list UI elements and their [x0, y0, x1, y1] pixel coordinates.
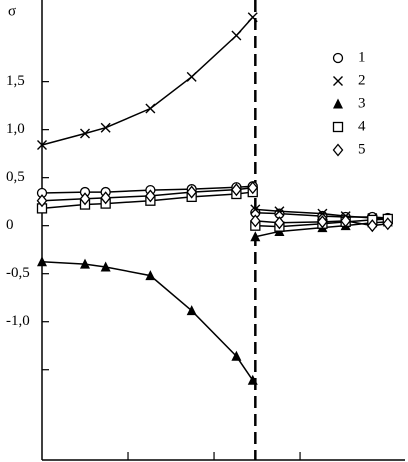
data-point [231, 30, 242, 41]
data-point [80, 258, 91, 269]
data-point [274, 206, 285, 217]
data-point [186, 305, 197, 316]
y-tick-label: 0,5 [6, 169, 25, 185]
data-point [145, 189, 156, 203]
data-point [100, 191, 111, 205]
series-line [41, 221, 388, 381]
y-tick-label: 1,0 [6, 121, 25, 137]
data-point [100, 261, 111, 272]
y-axis-label: σ [8, 3, 16, 19]
legend-label: 1 [358, 49, 366, 65]
legend-marker [332, 121, 344, 133]
y-tick-label: -0,5 [6, 265, 30, 281]
data-point [249, 214, 261, 228]
y-tick-label: 0 [6, 217, 14, 233]
legend-marker [332, 52, 344, 64]
data-point [186, 185, 198, 199]
legend-label: 3 [358, 95, 366, 111]
legend-label: 2 [358, 72, 366, 88]
data-point [231, 350, 242, 361]
legend-marker [333, 98, 343, 109]
legend-label: 4 [358, 118, 366, 134]
data-point [250, 231, 261, 242]
data-point [80, 128, 91, 139]
legend-marker [333, 76, 343, 86]
data-point [247, 181, 259, 195]
data-point [247, 12, 258, 23]
legend-label: 5 [358, 141, 366, 157]
data-point [37, 140, 47, 151]
data-point [274, 216, 285, 230]
data-point [382, 217, 394, 231]
series-line [41, 187, 388, 227]
data-point [37, 256, 47, 267]
data-point [186, 71, 197, 82]
data-point [145, 270, 156, 281]
data-point [100, 122, 111, 133]
y-tick-label: 1,5 [6, 73, 25, 89]
data-point [317, 208, 328, 219]
data-point [247, 374, 258, 385]
data-point [36, 194, 48, 208]
data-point [366, 219, 378, 233]
data-point [79, 192, 91, 206]
data-point [231, 183, 242, 197]
data-point [145, 103, 156, 114]
data-point [250, 204, 261, 215]
data-point [340, 214, 351, 228]
y-tick-label: -1,0 [6, 313, 30, 329]
data-point [317, 215, 328, 229]
legend-marker [332, 143, 344, 157]
